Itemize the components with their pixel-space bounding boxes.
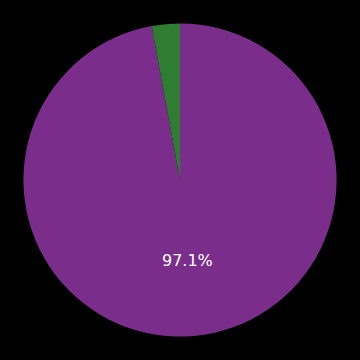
svg-text:97.1%: 97.1% <box>162 251 213 270</box>
